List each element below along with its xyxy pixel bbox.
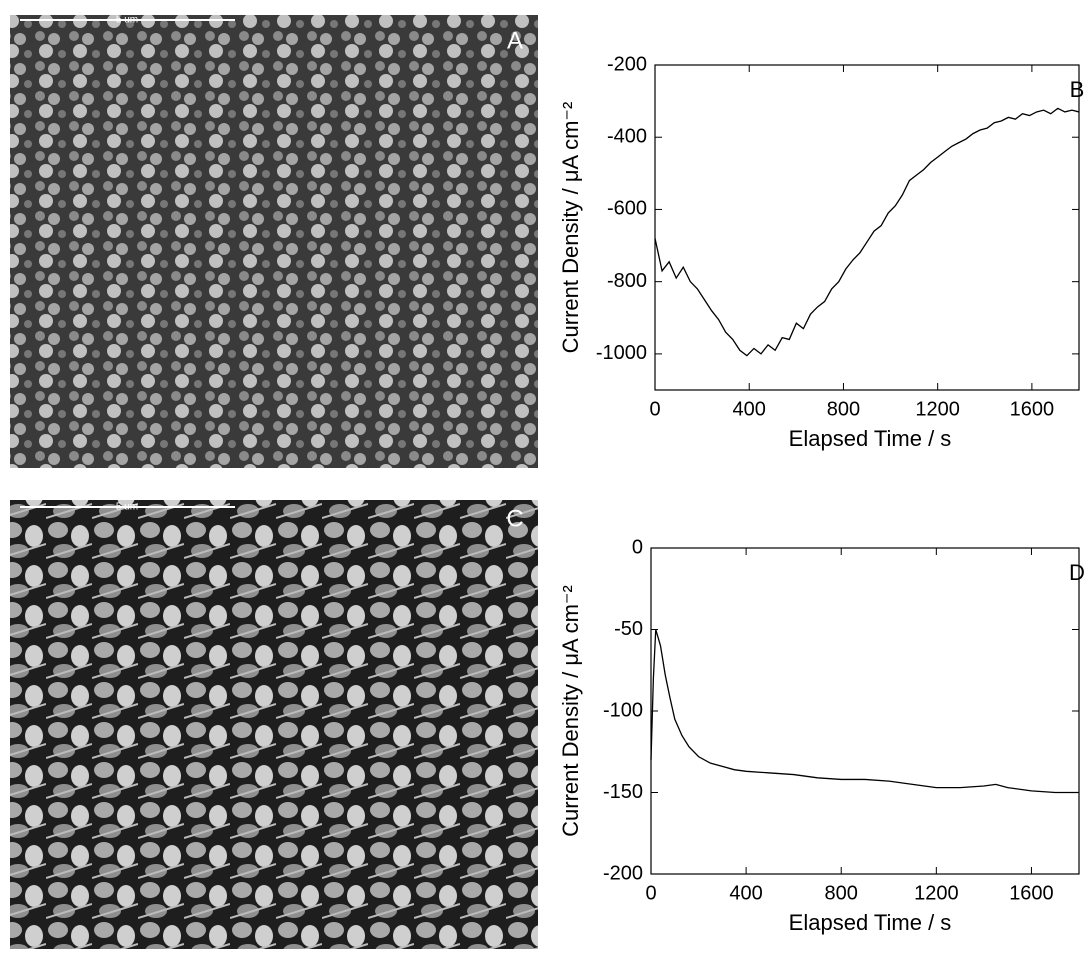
panel-label: A xyxy=(507,27,523,54)
panel-label: B xyxy=(1070,77,1085,102)
y-tick-label: -200 xyxy=(603,862,643,884)
x-axis-label: Elapsed Time / s xyxy=(789,910,952,935)
x-axis-label: Elapsed Time / s xyxy=(789,426,952,451)
y-tick-label: -400 xyxy=(607,126,647,148)
x-tick-label: 800 xyxy=(825,882,858,904)
data-line xyxy=(650,629,1079,794)
sem-image xyxy=(10,15,538,468)
y-tick-label: -600 xyxy=(607,198,647,220)
x-tick-label: 1600 xyxy=(1010,398,1055,420)
y-tick-label: -50 xyxy=(614,618,643,640)
x-tick-label: 400 xyxy=(729,882,762,904)
scale-bar-label: 5 um xyxy=(116,502,138,513)
x-tick-label: 0 xyxy=(645,882,656,904)
panel-label: C xyxy=(506,505,523,532)
x-tick-label: 1200 xyxy=(915,398,960,420)
sem-image xyxy=(10,500,538,949)
y-tick-label: -800 xyxy=(607,270,647,292)
x-tick-label: 1200 xyxy=(914,882,959,904)
data-line xyxy=(654,107,1080,357)
scale-bar-label: 5 um xyxy=(116,15,138,26)
panel-label: D xyxy=(1069,560,1085,585)
y-tick-label: -1000 xyxy=(596,342,647,364)
plot-frame xyxy=(650,547,1080,875)
y-tick-label: -150 xyxy=(603,781,643,803)
x-tick-label: 400 xyxy=(733,398,766,420)
y-axis-label: Current Density / μA cm⁻² xyxy=(558,102,583,354)
y-tick-label: 0 xyxy=(632,536,643,558)
plot-frame xyxy=(654,64,1080,391)
x-tick-label: 0 xyxy=(649,398,660,420)
x-tick-label: 1600 xyxy=(1009,882,1054,904)
y-tick-label: -100 xyxy=(603,699,643,721)
y-tick-label: -200 xyxy=(607,53,647,75)
x-tick-label: 800 xyxy=(827,398,860,420)
y-axis-label: Current Density / μA cm⁻² xyxy=(558,585,583,837)
